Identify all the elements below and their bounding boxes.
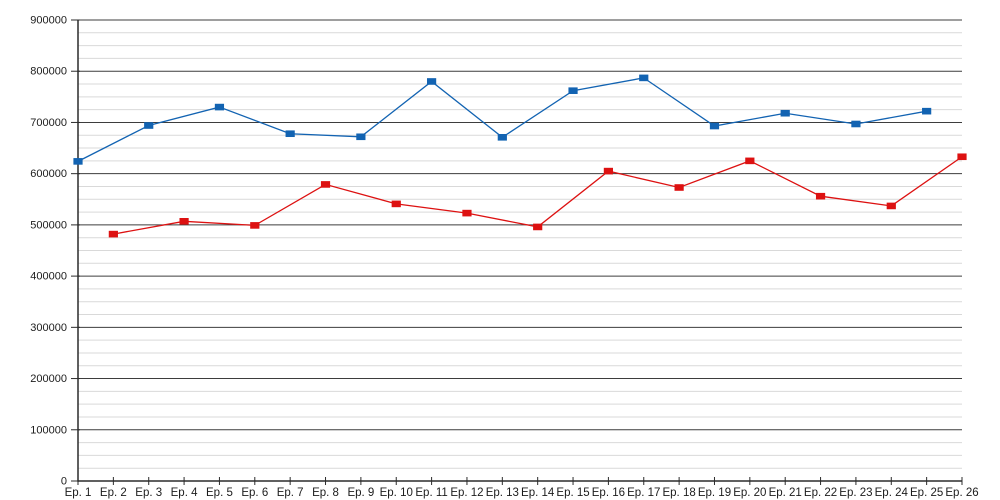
- even-episodes-series-data-point-marker: [179, 218, 189, 225]
- x-axis-tick-label: Ep. 18: [662, 487, 695, 499]
- x-axis-tick-label: Ep. 13: [486, 487, 519, 499]
- x-axis-tick-label: Ep. 21: [769, 487, 802, 499]
- x-axis-tick-label: Ep. 1: [65, 487, 92, 499]
- even-episodes-series-data-point-marker: [815, 192, 826, 200]
- even-episodes-series-data-point-marker: [957, 153, 967, 161]
- odd-episodes-series-data-point-marker: [922, 107, 932, 115]
- y-axis-tick-label: 300000: [30, 322, 67, 334]
- x-axis-tick-label: Ep. 3: [135, 487, 162, 499]
- y-axis-tick-label: 900000: [30, 15, 67, 27]
- x-axis-tick-label: Ep. 12: [450, 487, 483, 499]
- odd-episodes-series-data-point-marker: [851, 120, 861, 128]
- even-episodes-series-data-point-marker: [250, 222, 260, 229]
- x-axis-tick-label: Ep. 8: [312, 487, 339, 499]
- x-axis-tick-label: Ep. 22: [804, 487, 837, 499]
- x-axis-tick-label: Ep. 6: [241, 487, 268, 499]
- even-episodes-series-data-point-marker: [886, 202, 896, 210]
- x-axis-tick-label: Ep. 2: [100, 487, 127, 499]
- odd-episodes-series-data-point-marker: [214, 103, 225, 111]
- y-axis-tick-label: 600000: [30, 168, 67, 180]
- x-axis-tick-label: Ep. 16: [592, 487, 625, 499]
- x-axis-tick-label: Ep. 17: [627, 487, 660, 499]
- x-axis-tick-label: Ep. 4: [171, 487, 198, 499]
- x-axis-tick-label: Ep. 7: [277, 487, 304, 499]
- odd-episodes-series-data-point-marker: [497, 133, 507, 141]
- odd-episodes-series-data-point-marker: [780, 109, 790, 117]
- x-axis-tick-label: Ep. 25: [910, 487, 943, 499]
- odd-episodes-series-data-point-marker: [285, 130, 295, 138]
- odd-episodes-series-data-point-marker: [568, 87, 578, 94]
- even-episodes-series-data-point-marker: [603, 167, 613, 175]
- x-axis-tick-label: Ep. 5: [206, 487, 233, 499]
- x-axis-tick-label: Ep. 14: [521, 487, 555, 499]
- y-axis-tick-label: 0: [61, 476, 67, 488]
- even-episodes-series-data-point-marker: [533, 223, 543, 231]
- even-episodes-series-data-point-marker: [391, 200, 401, 208]
- y-axis-tick-label: 400000: [30, 271, 67, 283]
- odd-episodes-series-data-point-marker: [427, 78, 437, 85]
- even-episodes-series-data-point-marker: [320, 181, 331, 188]
- x-axis-tick-label: Ep. 19: [698, 487, 731, 499]
- y-axis-tick-label: 100000: [30, 424, 67, 436]
- even-episodes-series-line: [113, 156, 963, 235]
- even-episodes-series-data-point-marker: [745, 157, 755, 165]
- even-episodes-series-data-point-marker: [108, 230, 118, 238]
- x-axis-tick-label: Ep. 15: [556, 487, 589, 499]
- x-axis-tick-label: Ep. 24: [875, 487, 909, 499]
- odd-episodes-series-data-point-marker: [639, 74, 649, 82]
- x-axis-tick-label: Ep. 20: [733, 487, 766, 499]
- odd-episodes-series-data-point-marker: [144, 122, 154, 129]
- odd-episodes-series-data-point-marker: [709, 122, 720, 130]
- y-axis-tick-label: 800000: [30, 66, 67, 78]
- y-axis-tick-label: 200000: [30, 373, 67, 385]
- y-axis-tick-label: 500000: [30, 219, 67, 231]
- odd-episodes-series-data-point-marker: [73, 158, 83, 165]
- even-episodes-series-data-point-marker: [462, 209, 472, 217]
- x-axis-tick-label: Ep. 10: [380, 487, 413, 499]
- odd-episodes-series-line: [77, 77, 927, 162]
- x-axis-tick-label: Ep. 11: [415, 487, 447, 499]
- odd-episodes-series-data-point-marker: [356, 133, 366, 141]
- x-axis-tick-label: Ep. 9: [347, 487, 374, 499]
- y-axis-tick-label: 700000: [30, 117, 67, 129]
- even-episodes-series-data-point-marker: [674, 184, 684, 191]
- x-axis-tick-label: Ep. 23: [839, 487, 872, 499]
- x-axis-tick-label: Ep. 26: [945, 487, 978, 499]
